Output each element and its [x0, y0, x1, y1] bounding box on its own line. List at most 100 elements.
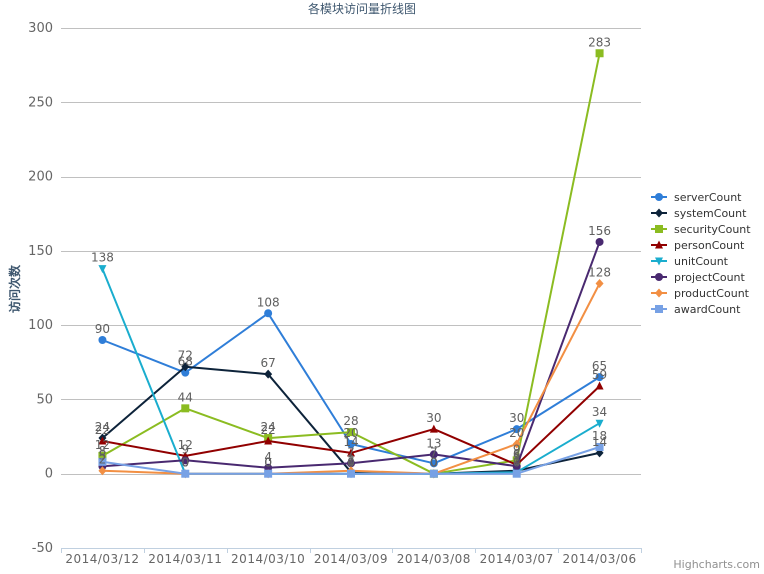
legend-symbol-marker [655, 193, 663, 201]
data-label: 5 [99, 448, 107, 462]
x-tick-label: 2014/03/06 [562, 552, 636, 566]
data-point [98, 265, 107, 274]
data-label: 2 [99, 453, 107, 467]
data-label: 4 [264, 450, 272, 464]
data-label: 283 [588, 35, 611, 49]
data-point [429, 459, 438, 468]
legend-item-securityCount[interactable]: securityCount [651, 223, 751, 236]
y-tick-label: 50 [36, 392, 53, 407]
data-label: 9 [181, 442, 189, 456]
data-label: 0 [347, 456, 355, 470]
legend-item-serverCount[interactable]: serverCount [651, 191, 742, 204]
data-point [264, 469, 273, 478]
data-label: 20 [509, 426, 524, 440]
y-tick-label: 250 [28, 95, 53, 110]
x-tick-label: 2014/03/09 [314, 552, 388, 566]
data-label: 44 [178, 390, 193, 404]
data-point [595, 237, 604, 246]
data-label: 30 [509, 411, 524, 425]
legend-item-systemCount[interactable]: systemCount [651, 207, 747, 220]
x-axis: 2014/03/12 2014/03/11 2014/03/10 2014/03/09… [61, 548, 642, 566]
legend-label: unitCount [674, 255, 729, 268]
grid-lines [61, 28, 641, 549]
data-label: 0 [181, 456, 189, 470]
legend-item-unitCount[interactable]: unitCount [651, 255, 729, 268]
data-label: 0 [347, 456, 355, 470]
data-label: 0 [181, 456, 189, 470]
legend-symbol-marker [655, 288, 663, 298]
data-point [429, 469, 438, 478]
data-point [347, 459, 355, 468]
x-tick-label: 2014/03/11 [148, 552, 222, 566]
series-layer [98, 49, 604, 479]
legend-item-awardCount[interactable]: awardCount [651, 303, 741, 316]
data-point [181, 456, 190, 465]
data-point [347, 469, 355, 478]
data-label: 28 [343, 414, 358, 428]
data-label: 0 [264, 456, 272, 470]
series-line [101, 52, 601, 475]
data-label: 14 [343, 435, 358, 449]
data-label: 22 [261, 423, 276, 437]
y-tick-label: 300 [28, 21, 53, 36]
data-point [264, 436, 273, 445]
data-label: 0 [430, 456, 438, 470]
data-label: 90 [95, 322, 110, 336]
legend-item-personCount[interactable]: personCount [651, 239, 745, 252]
data-point [98, 457, 107, 466]
legend-label: securityCount [674, 223, 751, 236]
y-axis-title: 访问次数 [7, 264, 22, 313]
data-point [181, 368, 190, 377]
legend-item-productCount[interactable]: productCount [651, 287, 750, 300]
data-point [181, 404, 190, 413]
data-point [347, 440, 355, 448]
data-label: 0 [181, 456, 189, 470]
data-point [181, 362, 190, 372]
data-label: 12 [95, 438, 110, 452]
x-tick-label: 2014/03/08 [397, 552, 471, 566]
data-point [98, 436, 107, 445]
data-label: 20 [343, 426, 358, 440]
y-tick-label: 0 [45, 467, 53, 482]
data-point [512, 439, 521, 449]
data-label: 18 [592, 429, 607, 443]
series-serverCount [98, 309, 604, 468]
y-tick-label: 200 [28, 170, 53, 185]
data-point [595, 442, 604, 451]
data-label: 2 [513, 453, 521, 467]
data-label: 24 [95, 420, 110, 434]
legend-symbol-marker [655, 208, 663, 218]
legend-label: systemCount [674, 207, 747, 220]
credits-link[interactable]: Highcharts.com [673, 558, 760, 571]
x-tick-label: 2014/03/10 [231, 552, 305, 566]
legend-symbol-marker [655, 257, 663, 266]
data-point [264, 309, 273, 318]
y-tick-label: -50 [32, 541, 53, 556]
data-label: 22 [95, 423, 110, 437]
data-point [98, 466, 107, 476]
data-label: 8 [99, 444, 107, 458]
data-label: 72 [178, 349, 193, 363]
data-label: 138 [91, 251, 114, 265]
data-point [429, 450, 438, 459]
series-projectCount [98, 237, 604, 472]
data-point [264, 369, 273, 379]
data-label: 7 [430, 445, 438, 459]
data-label: 1 [347, 454, 355, 468]
data-point [347, 428, 355, 437]
data-label: 0 [264, 456, 272, 470]
data-point [512, 462, 521, 471]
data-label: 12 [178, 438, 193, 452]
data-point [595, 49, 604, 58]
legend-item-projectCount[interactable]: projectCount [651, 271, 746, 284]
data-point [98, 336, 107, 344]
data-label: 0 [430, 456, 438, 470]
x-tick-label: 2014/03/12 [65, 552, 139, 566]
data-point [429, 424, 438, 433]
data-label: 128 [588, 266, 611, 280]
x-tick-label: 2014/03/07 [480, 552, 554, 566]
data-point [595, 419, 604, 428]
data-point [181, 469, 190, 478]
data-label: 0 [430, 456, 438, 470]
